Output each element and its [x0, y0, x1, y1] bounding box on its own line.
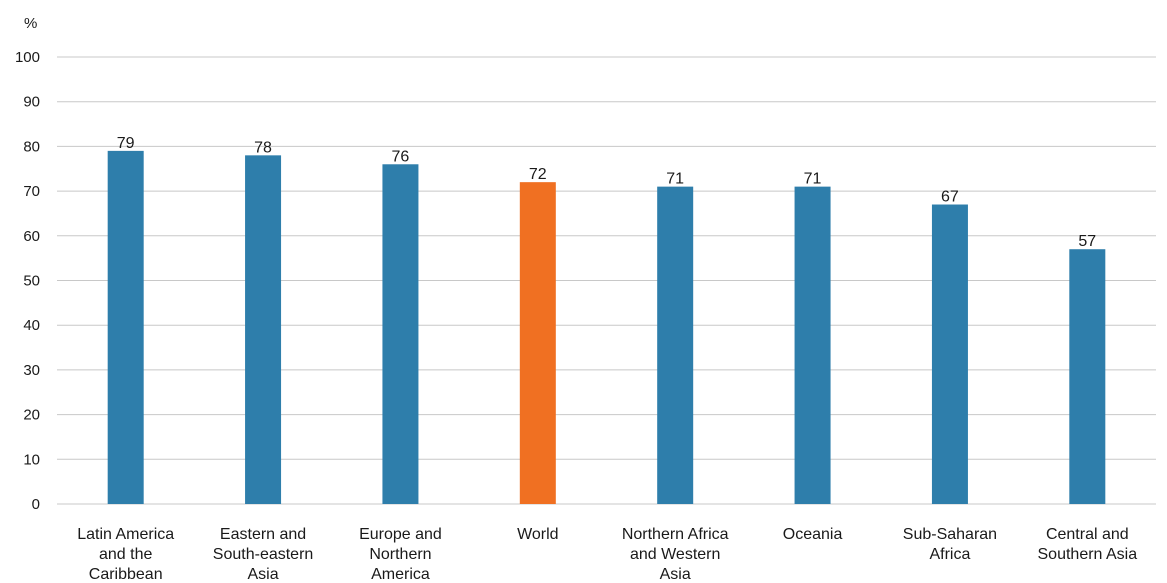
y-tick-label: 60 — [23, 228, 40, 245]
data-label-2: 76 — [392, 148, 410, 165]
y-tick-label: 50 — [23, 273, 40, 290]
bar-2 — [382, 164, 419, 504]
bar-7 — [1069, 249, 1106, 504]
data-label-5: 71 — [804, 171, 822, 188]
bar-1 — [245, 155, 282, 504]
y-tick-label: 80 — [23, 138, 40, 155]
data-labels: 79 78 76 72 71 71 67 57 — [117, 135, 1097, 250]
data-label-0: 79 — [117, 135, 135, 152]
x-axis-labels: Latin America and the Caribbean Eastern and… — [77, 526, 1137, 583]
bar-4 — [657, 186, 694, 504]
bar-0 — [107, 150, 144, 504]
y-axis-ticks: 0 10 20 30 40 50 60 70 80 90 100 — [15, 49, 40, 513]
y-tick-label: 40 — [23, 317, 40, 334]
x-category-label-5: Oceania — [783, 526, 843, 543]
bar-5 — [794, 186, 831, 504]
y-tick-label: 30 — [23, 362, 40, 379]
gridlines — [57, 56, 1156, 505]
y-tick-label: 100 — [15, 49, 40, 66]
x-category-label-1: Eastern and South-eastern Asia — [213, 526, 314, 583]
bar-3 — [519, 182, 556, 504]
data-label-3: 72 — [529, 166, 547, 183]
x-category-label-2: Europe and Northern America — [359, 526, 442, 583]
data-label-7: 57 — [1078, 233, 1096, 250]
bar-6 — [931, 204, 968, 504]
data-label-4: 71 — [666, 171, 684, 188]
data-label-6: 67 — [941, 189, 959, 206]
y-tick-label: 0 — [32, 496, 40, 513]
y-tick-label: 70 — [23, 183, 40, 200]
y-tick-label: 90 — [23, 94, 40, 111]
y-tick-label: 10 — [23, 451, 40, 468]
x-category-label-7: Central and Southern Asia — [1038, 526, 1138, 563]
y-tick-label: 20 — [23, 407, 40, 424]
x-category-label-3: World — [517, 526, 559, 543]
y-axis-unit-label: % — [24, 15, 37, 32]
x-category-label-6: Sub-Saharan Africa — [903, 526, 997, 563]
x-category-label-0: Latin America and the Caribbean — [77, 526, 174, 583]
data-label-1: 78 — [254, 139, 272, 156]
bars — [107, 150, 1106, 504]
x-category-label-4: Northern Africa and Western Asia — [622, 526, 729, 583]
